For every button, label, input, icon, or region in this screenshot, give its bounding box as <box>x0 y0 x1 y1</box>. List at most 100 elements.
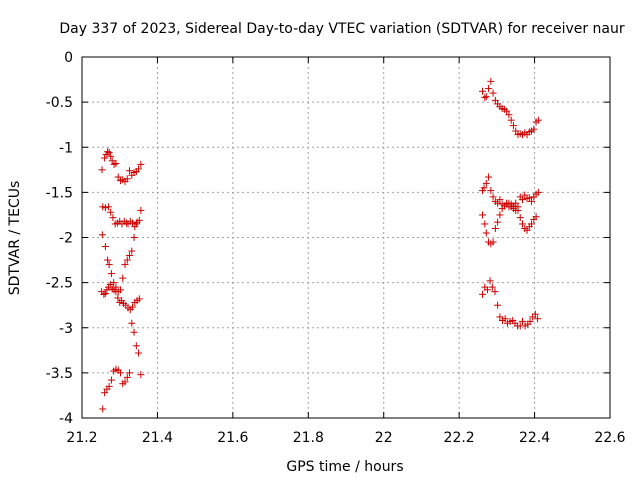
data-point <box>132 342 140 350</box>
data-point <box>105 149 113 157</box>
x-axis-label: GPS time / hours <box>286 459 403 475</box>
y-tick-label: -3.5 <box>46 366 73 382</box>
data-point <box>99 405 107 413</box>
data-point <box>482 229 490 237</box>
data-point <box>119 274 127 282</box>
data-point <box>121 378 129 386</box>
data-point <box>512 199 520 207</box>
y-tick-label: 0 <box>64 50 73 66</box>
data-point <box>491 96 499 104</box>
data-point <box>128 247 136 255</box>
x-tick-label: 22.2 <box>444 430 475 446</box>
data-point <box>509 122 517 130</box>
data-point <box>129 219 137 227</box>
data-point <box>534 116 542 124</box>
y-tick-label: -2.5 <box>46 276 73 292</box>
data-point <box>128 319 136 327</box>
data-point <box>488 283 496 291</box>
data-point <box>137 160 145 168</box>
data-point <box>491 288 499 296</box>
data-point <box>98 166 106 174</box>
data-points <box>98 77 542 413</box>
data-point <box>494 199 502 207</box>
data-point <box>112 288 120 296</box>
data-point <box>104 203 112 211</box>
data-point <box>123 373 131 381</box>
data-point <box>137 206 145 214</box>
chart-title: Day 337 of 2023, Sidereal Day-to-day VTE… <box>59 21 625 37</box>
data-point <box>480 184 488 192</box>
data-point <box>534 315 542 323</box>
data-point <box>534 188 542 196</box>
data-point <box>485 173 493 181</box>
data-point <box>107 270 115 278</box>
data-point <box>481 220 489 228</box>
data-point <box>107 376 115 384</box>
data-point <box>505 199 513 207</box>
data-point <box>519 317 527 325</box>
data-point <box>123 219 131 227</box>
data-point <box>525 194 533 202</box>
data-point <box>501 315 509 323</box>
y-axis-label: SDTVAR / TECUs <box>7 181 23 296</box>
x-tick-label: 22 <box>375 430 393 446</box>
data-point <box>126 252 134 260</box>
data-point <box>105 261 113 269</box>
data-point <box>101 243 109 251</box>
x-tick-label: 21.2 <box>66 430 97 446</box>
data-point <box>110 279 118 287</box>
data-point <box>503 107 511 115</box>
data-point <box>135 165 143 173</box>
data-point <box>519 220 527 228</box>
data-point <box>114 173 122 181</box>
data-point <box>521 191 529 199</box>
data-point <box>116 298 124 306</box>
data-point <box>135 295 143 303</box>
data-point <box>107 152 115 160</box>
data-point <box>531 310 539 318</box>
data-point <box>123 175 131 183</box>
data-point <box>516 214 524 222</box>
data-point <box>137 371 145 379</box>
data-point <box>110 160 118 168</box>
data-point <box>486 277 494 285</box>
data-point <box>482 93 490 101</box>
data-point <box>112 159 120 167</box>
data-point <box>101 389 109 397</box>
data-point <box>104 148 112 156</box>
data-point <box>132 220 140 228</box>
data-point <box>101 204 109 212</box>
data-point <box>105 382 113 390</box>
data-point <box>530 125 538 133</box>
data-point <box>526 317 534 325</box>
data-point <box>479 211 487 219</box>
data-point <box>126 369 134 377</box>
data-point <box>130 234 138 241</box>
y-tick-label: -1.5 <box>46 185 73 201</box>
data-point <box>101 289 109 297</box>
data-point <box>483 286 491 294</box>
data-point <box>505 111 513 119</box>
data-point <box>494 301 502 309</box>
plot-frame <box>81 56 611 419</box>
data-point <box>107 208 115 216</box>
y-tick-label: -4 <box>59 411 73 427</box>
data-point <box>512 127 520 135</box>
data-point <box>489 238 497 246</box>
data-point <box>101 154 109 162</box>
data-point <box>507 116 515 124</box>
data-point <box>108 157 116 165</box>
data-point <box>116 286 124 294</box>
data-point <box>494 218 502 226</box>
data-point <box>519 196 527 204</box>
data-point <box>487 187 495 195</box>
x-tick-label: 21.8 <box>293 430 324 446</box>
grid-lines <box>82 57 610 418</box>
data-point <box>121 261 129 269</box>
data-point <box>496 211 504 219</box>
data-point <box>481 94 489 102</box>
data-point <box>509 205 517 213</box>
data-point <box>496 196 504 204</box>
data-point <box>114 294 122 302</box>
data-point <box>126 167 134 175</box>
